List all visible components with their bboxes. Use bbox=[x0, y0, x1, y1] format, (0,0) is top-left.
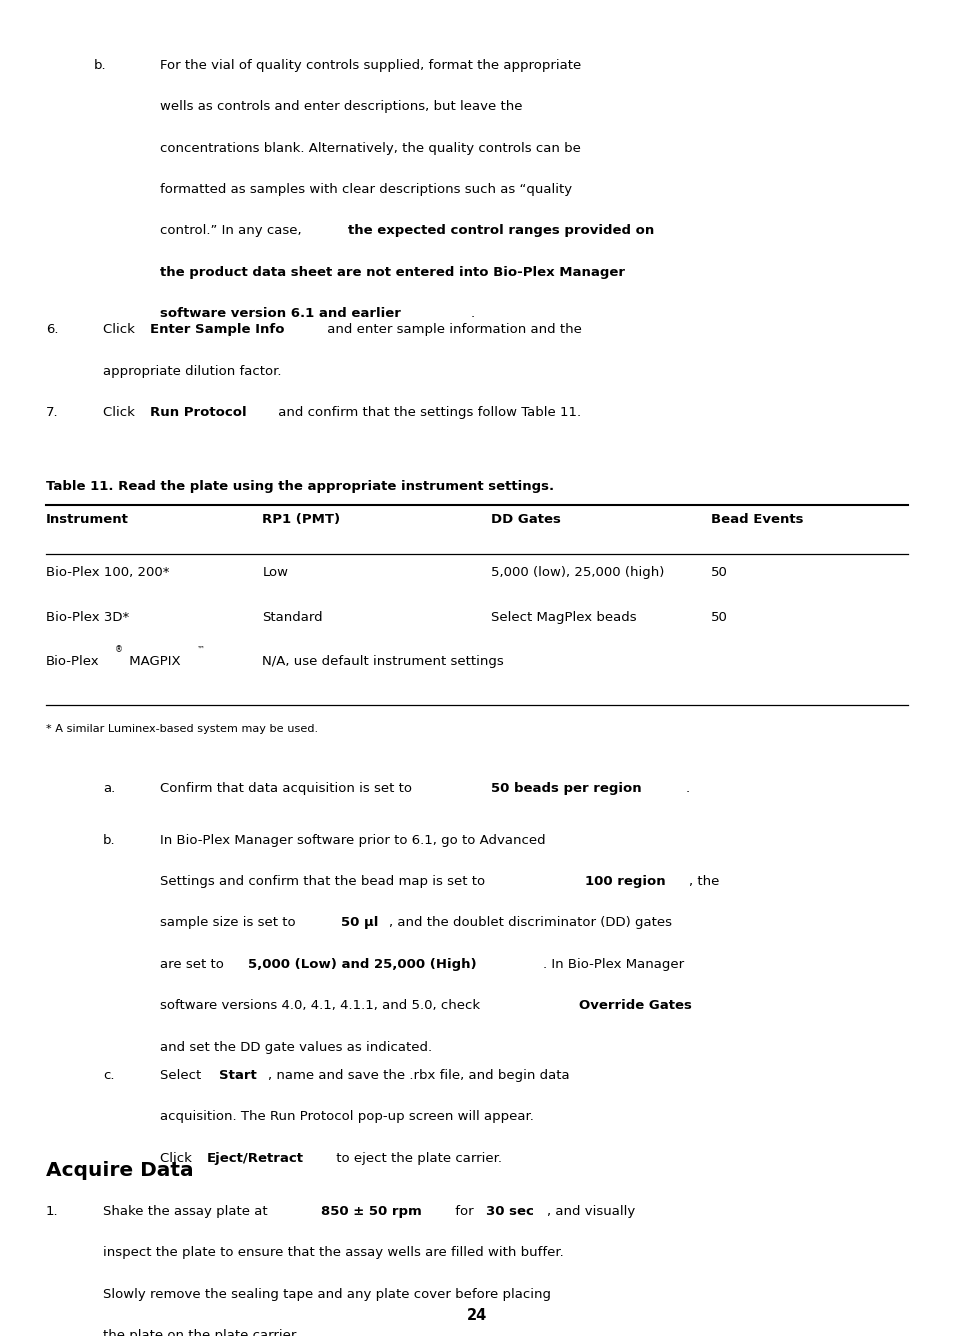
Text: b.: b. bbox=[103, 834, 115, 847]
Text: a.: a. bbox=[103, 782, 115, 795]
Text: formatted as samples with clear descriptions such as “quality: formatted as samples with clear descript… bbox=[160, 183, 572, 196]
Text: DD Gates: DD Gates bbox=[491, 513, 560, 526]
Text: and enter sample information and the: and enter sample information and the bbox=[323, 323, 581, 337]
Text: * A similar Luminex-based system may be used.: * A similar Luminex-based system may be … bbox=[46, 724, 317, 733]
Text: Select MagPlex beads: Select MagPlex beads bbox=[491, 611, 637, 624]
Text: to eject the plate carrier.: to eject the plate carrier. bbox=[332, 1152, 501, 1165]
Text: . In Bio-Plex Manager: . In Bio-Plex Manager bbox=[542, 958, 683, 971]
Text: , the: , the bbox=[689, 875, 719, 888]
Text: .: . bbox=[471, 307, 475, 321]
Text: the expected control ranges provided on: the expected control ranges provided on bbox=[348, 224, 654, 238]
Text: , and the doublet discriminator (DD) gates: , and the doublet discriminator (DD) gat… bbox=[389, 916, 671, 930]
Text: acquisition. The Run Protocol pop-up screen will appear.: acquisition. The Run Protocol pop-up scr… bbox=[160, 1110, 534, 1124]
Text: ®: ® bbox=[115, 645, 123, 655]
Text: 50: 50 bbox=[710, 566, 727, 580]
Text: RP1 (PMT): RP1 (PMT) bbox=[262, 513, 340, 526]
Text: Click: Click bbox=[103, 323, 139, 337]
Text: 850 ± 50 rpm: 850 ± 50 rpm bbox=[320, 1205, 421, 1218]
Text: Bio-Plex: Bio-Plex bbox=[46, 655, 99, 668]
Text: Enter Sample Info: Enter Sample Info bbox=[150, 323, 284, 337]
Text: Bio-Plex 3D*: Bio-Plex 3D* bbox=[46, 611, 129, 624]
Text: Instrument: Instrument bbox=[46, 513, 129, 526]
Text: control.” In any case,: control.” In any case, bbox=[160, 224, 306, 238]
Text: 5,000 (low), 25,000 (high): 5,000 (low), 25,000 (high) bbox=[491, 566, 664, 580]
Text: sample size is set to: sample size is set to bbox=[160, 916, 300, 930]
Text: In Bio-Plex Manager software prior to 6.1, go to Advanced: In Bio-Plex Manager software prior to 6.… bbox=[160, 834, 545, 847]
Text: , name and save the .rbx file, and begin data: , name and save the .rbx file, and begin… bbox=[268, 1069, 569, 1082]
Text: 1.: 1. bbox=[46, 1205, 58, 1218]
Text: are set to: are set to bbox=[160, 958, 228, 971]
Text: 5,000 (Low) and 25,000 (High): 5,000 (Low) and 25,000 (High) bbox=[248, 958, 476, 971]
Text: Bead Events: Bead Events bbox=[710, 513, 802, 526]
Text: Bio-Plex 100, 200*: Bio-Plex 100, 200* bbox=[46, 566, 169, 580]
Text: Eject/Retract: Eject/Retract bbox=[207, 1152, 304, 1165]
Text: Acquire Data: Acquire Data bbox=[46, 1161, 193, 1180]
Text: .: . bbox=[684, 782, 689, 795]
Text: ™: ™ bbox=[197, 645, 205, 655]
Text: MAGPIX: MAGPIX bbox=[125, 655, 181, 668]
Text: 24: 24 bbox=[466, 1308, 487, 1323]
Text: Select: Select bbox=[160, 1069, 206, 1082]
Text: Start: Start bbox=[219, 1069, 256, 1082]
Text: the plate on the plate carrier.: the plate on the plate carrier. bbox=[103, 1329, 299, 1336]
Text: 50: 50 bbox=[710, 611, 727, 624]
Text: Click: Click bbox=[160, 1152, 196, 1165]
Text: wells as controls and enter descriptions, but leave the: wells as controls and enter descriptions… bbox=[160, 100, 522, 114]
Text: 100 region: 100 region bbox=[584, 875, 665, 888]
Text: , and visually: , and visually bbox=[547, 1205, 635, 1218]
Text: software versions 4.0, 4.1, 4.1.1, and 5.0, check: software versions 4.0, 4.1, 4.1.1, and 5… bbox=[160, 999, 484, 1013]
Text: and set the DD gate values as indicated.: and set the DD gate values as indicated. bbox=[160, 1041, 432, 1054]
Text: b.: b. bbox=[93, 59, 106, 72]
Text: Shake the assay plate at: Shake the assay plate at bbox=[103, 1205, 272, 1218]
Text: inspect the plate to ensure that the assay wells are filled with buffer.: inspect the plate to ensure that the ass… bbox=[103, 1246, 563, 1260]
Text: Low: Low bbox=[262, 566, 288, 580]
Text: 30 sec: 30 sec bbox=[485, 1205, 533, 1218]
Text: Run Protocol: Run Protocol bbox=[150, 406, 246, 420]
Text: Standard: Standard bbox=[262, 611, 323, 624]
Text: Confirm that data acquisition is set to: Confirm that data acquisition is set to bbox=[160, 782, 416, 795]
Text: 6.: 6. bbox=[46, 323, 58, 337]
Text: software version 6.1 and earlier: software version 6.1 and earlier bbox=[160, 307, 400, 321]
Text: Click: Click bbox=[103, 406, 139, 420]
Text: concentrations blank. Alternatively, the quality controls can be: concentrations blank. Alternatively, the… bbox=[160, 142, 580, 155]
Text: Settings and confirm that the bead map is set to: Settings and confirm that the bead map i… bbox=[160, 875, 489, 888]
Text: c.: c. bbox=[103, 1069, 114, 1082]
Text: For the vial of quality controls supplied, format the appropriate: For the vial of quality controls supplie… bbox=[160, 59, 581, 72]
Text: the product data sheet are not entered into Bio-Plex Manager: the product data sheet are not entered i… bbox=[160, 266, 624, 279]
Text: 50 µl: 50 µl bbox=[340, 916, 377, 930]
Text: 50 beads per region: 50 beads per region bbox=[491, 782, 640, 795]
Text: N/A, use default instrument settings: N/A, use default instrument settings bbox=[262, 655, 503, 668]
Text: appropriate dilution factor.: appropriate dilution factor. bbox=[103, 365, 281, 378]
Text: Table 11. Read the plate using the appropriate instrument settings.: Table 11. Read the plate using the appro… bbox=[46, 480, 554, 493]
Text: Slowly remove the sealing tape and any plate cover before placing: Slowly remove the sealing tape and any p… bbox=[103, 1288, 551, 1301]
Text: Override Gates: Override Gates bbox=[578, 999, 691, 1013]
Text: for: for bbox=[451, 1205, 477, 1218]
Text: 7.: 7. bbox=[46, 406, 58, 420]
Text: and confirm that the settings follow Table 11.: and confirm that the settings follow Tab… bbox=[274, 406, 580, 420]
